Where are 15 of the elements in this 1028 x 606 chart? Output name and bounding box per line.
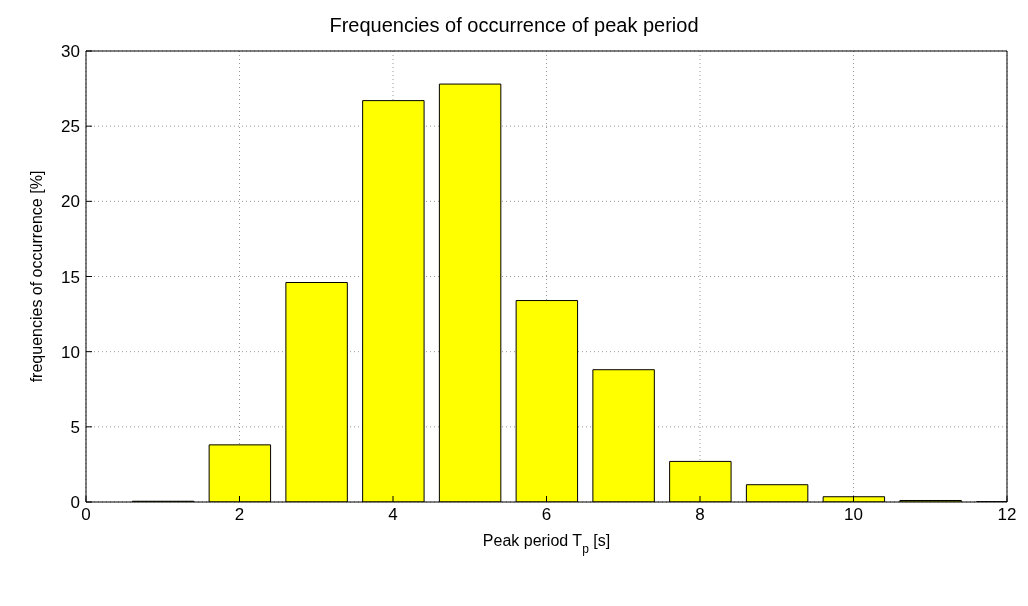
x-tick-label: 12 xyxy=(997,505,1017,525)
x-axis-title: Peak period T$_{p}$ [s] xyxy=(482,532,611,556)
y-tick-label: 30 xyxy=(61,42,80,62)
x-tick-label: 8 xyxy=(695,505,705,525)
y-tick-label: 10 xyxy=(61,342,80,362)
y-tick-label: 25 xyxy=(61,117,80,137)
y-tick-label: 15 xyxy=(61,267,80,287)
y-tick-label: 5 xyxy=(70,417,80,437)
y-axis-title: frequencies of occurrence [%] xyxy=(27,170,45,383)
x-tick-label: 6 xyxy=(541,505,552,525)
chart-title: Frequencies of occurrence of peak period xyxy=(328,14,700,37)
x-tick-label: 4 xyxy=(388,505,398,525)
y-tick-label: 20 xyxy=(61,192,80,212)
x-tick-label: 2 xyxy=(234,505,245,525)
x-tick-label: 10 xyxy=(844,505,863,525)
